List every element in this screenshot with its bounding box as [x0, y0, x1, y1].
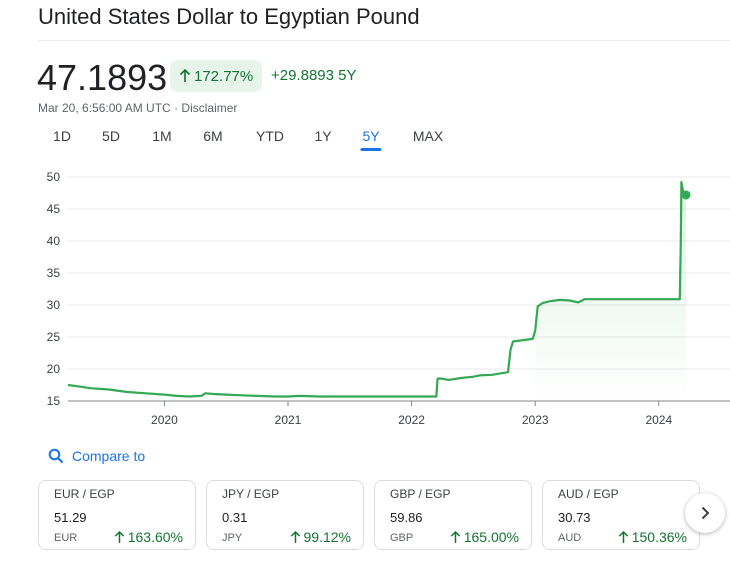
- divider: [38, 40, 730, 41]
- compare-card-aud[interactable]: AUD / EGP 30.73 AUD 150.36%: [542, 480, 700, 550]
- y-tick-label: 40: [47, 234, 61, 248]
- card-value: 30.73: [558, 510, 591, 525]
- y-tick-label: 45: [47, 202, 61, 216]
- x-axis-ticks: 2020 2021 2022 2023 2024: [151, 401, 672, 427]
- x-tick-label: 2024: [645, 413, 672, 427]
- change-absolute: +29.8893 5Y: [271, 67, 357, 84]
- card-pair: EUR / EGP: [54, 487, 115, 501]
- arrow-up-icon: [618, 530, 628, 543]
- y-tick-label: 50: [47, 170, 61, 184]
- next-cards-button[interactable]: [685, 493, 725, 533]
- card-pair: AUD / EGP: [558, 487, 619, 501]
- x-tick-label: 2021: [275, 413, 302, 427]
- card-pair: JPY / EGP: [222, 487, 280, 501]
- timestamp-line: Mar 20, 6:56:00 AM UTC · Disclaimer: [38, 101, 237, 115]
- chevron-right-icon: [701, 506, 710, 520]
- card-change-value: 163.60%: [127, 529, 183, 545]
- change-percent: 172.77%: [194, 67, 254, 85]
- card-change-value: 165.00%: [463, 529, 519, 545]
- compare-card-eur[interactable]: EUR / EGP 51.29 EUR 163.60%: [38, 480, 196, 550]
- y-tick-label: 35: [47, 266, 61, 280]
- tab-5d[interactable]: 5D: [102, 128, 120, 144]
- compare-to-link[interactable]: Compare to: [48, 448, 145, 464]
- tab-1y[interactable]: 1Y: [314, 128, 332, 144]
- tab-5y[interactable]: 5Y: [360, 128, 382, 151]
- search-icon: [48, 448, 64, 464]
- y-tick-label: 25: [47, 330, 61, 344]
- current-price: 47.1893: [37, 57, 168, 98]
- card-change: 99.12%: [290, 529, 351, 545]
- series-area: [535, 182, 686, 401]
- x-tick-label: 2022: [398, 413, 425, 427]
- y-axis-ticks: 15 20 25 30 35 40 45 50: [47, 170, 61, 408]
- card-value: 0.31: [222, 510, 248, 525]
- series-line: [67, 181, 687, 398]
- card-currency: EUR: [54, 532, 78, 544]
- card-change-value: 99.12%: [303, 529, 351, 545]
- card-currency: GBP: [390, 532, 414, 544]
- compare-card-jpy[interactable]: JPY / EGP 0.31 JPY 99.12%: [206, 480, 364, 550]
- y-tick-label: 30: [47, 298, 61, 312]
- tab-max[interactable]: MAX: [412, 128, 444, 144]
- card-change-value: 150.36%: [631, 529, 687, 545]
- y-tick-label: 15: [47, 394, 61, 408]
- separator: ·: [170, 101, 182, 115]
- tab-6m[interactable]: 6M: [203, 128, 223, 144]
- current-value-marker: [681, 190, 691, 200]
- arrow-up-icon: [114, 530, 124, 543]
- timestamp: Mar 20, 6:56:00 AM UTC: [38, 101, 171, 115]
- card-currency: AUD: [558, 532, 582, 544]
- y-tick-label: 20: [47, 362, 61, 376]
- compare-to-label: Compare to: [72, 448, 146, 464]
- card-currency: JPY: [222, 532, 243, 544]
- card-change: 150.36%: [618, 529, 687, 545]
- arrow-up-icon: [290, 530, 300, 543]
- page-title: United States Dollar to Egyptian Pound: [38, 4, 420, 29]
- x-tick-label: 2020: [151, 413, 178, 427]
- tab-1m[interactable]: 1M: [152, 128, 172, 144]
- compare-card-gbp[interactable]: GBP / EGP 59.86 GBP 165.00%: [374, 480, 532, 550]
- price-chart[interactable]: 15 20 25 30 35 40 45 50 2020 2021 2022 2023 2024: [0, 160, 730, 435]
- card-change: 163.60%: [114, 529, 183, 545]
- tab-ytd[interactable]: YTD: [256, 128, 284, 144]
- arrow-up-icon: [450, 530, 460, 543]
- card-value: 51.29: [54, 510, 87, 525]
- change-percent-badge: 172.77%: [170, 60, 263, 92]
- arrow-up-icon: [179, 69, 191, 82]
- card-value: 59.86: [390, 510, 423, 525]
- disclaimer-link[interactable]: Disclaimer: [181, 101, 238, 115]
- card-change: 165.00%: [450, 529, 519, 545]
- tab-1d[interactable]: 1D: [53, 128, 71, 144]
- x-tick-label: 2023: [522, 413, 549, 427]
- card-pair: GBP / EGP: [390, 487, 451, 501]
